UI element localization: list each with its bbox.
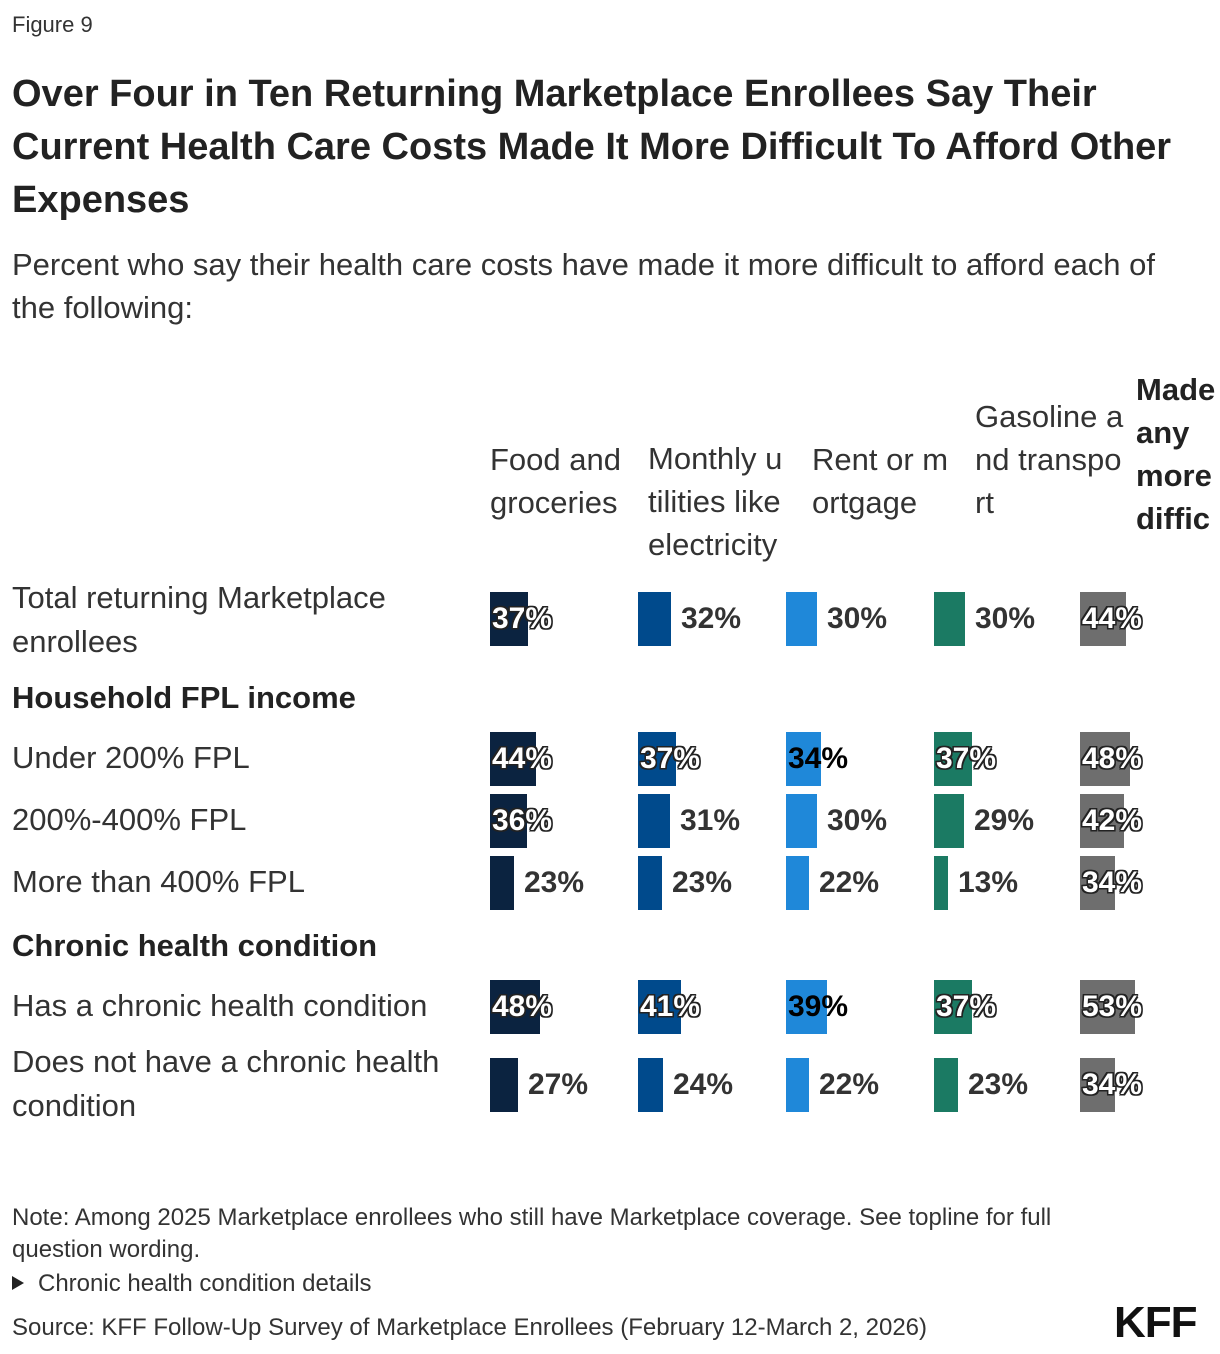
bar-value-label: 36% <box>492 804 553 837</box>
row-label: More than 400% FPL <box>12 864 305 899</box>
bar-gasoline <box>934 794 964 848</box>
row-label: Total returning Marketplace enrollees <box>12 580 386 659</box>
bar-value-label: 22% <box>819 866 880 899</box>
bar-value-label: 44% <box>1082 602 1143 635</box>
bar-any <box>1080 592 1126 646</box>
bar-value-label: 41% <box>640 990 701 1023</box>
column-header-gasoline: Gasoline and transport <box>975 399 1124 520</box>
row-label: 200%-400% FPL <box>12 802 247 837</box>
bar-any <box>1080 794 1124 848</box>
bar-rent <box>786 980 827 1034</box>
bar-value-label: 48% <box>492 990 553 1023</box>
bar-utilities <box>638 794 670 848</box>
bar-utilities <box>638 856 662 910</box>
bar-value-label: 34% <box>1082 1068 1143 1101</box>
group-label: Chronic health condition <box>12 928 378 963</box>
column-header-rent: Rent or mortgage <box>812 442 949 520</box>
bar-utilities <box>638 732 676 786</box>
bar-utilities <box>638 592 671 646</box>
bar-value-label: 30% <box>975 602 1036 635</box>
bar-value-label: 29% <box>974 804 1035 837</box>
bar-value-label: 48% <box>1082 742 1143 775</box>
bar-utilities <box>638 1058 663 1112</box>
bar-rent <box>786 794 817 848</box>
bar-food <box>490 856 514 910</box>
bar-value-label: 13% <box>958 866 1019 899</box>
bar-food <box>490 980 540 1034</box>
figure-label: Figure 9 <box>12 12 93 37</box>
bar-gasoline <box>934 592 965 646</box>
bar-any <box>1080 732 1130 786</box>
row-label: Has a chronic health condition <box>12 988 428 1023</box>
bar-utilities <box>638 980 681 1034</box>
bar-value-label: 34% <box>1082 866 1143 899</box>
bar-value-label: 44% <box>492 742 553 775</box>
bar-food <box>490 794 527 848</box>
bar-value-label: 27% <box>528 1068 589 1101</box>
bar-value-label: 23% <box>672 866 733 899</box>
column-header-utilities: Monthly utilities like electricity <box>648 441 783 562</box>
bar-rent <box>786 592 817 646</box>
bar-value-label: 37% <box>936 742 997 775</box>
row-label: Does not have a chronic health condition <box>12 1044 440 1123</box>
bar-any <box>1080 980 1135 1034</box>
bar-food <box>490 1058 518 1112</box>
kff-logo: KFF <box>1114 1298 1198 1347</box>
bar-value-label: 23% <box>524 866 585 899</box>
chart-subtitle: Percent who say their health care costs … <box>12 247 1156 325</box>
row-label: Under 200% FPL <box>12 740 250 775</box>
bar-rent <box>786 1058 809 1112</box>
column-header-any: Made any more difficult <box>1136 372 1216 536</box>
bar-value-label: 34% <box>788 742 849 775</box>
group-label: Household FPL income <box>12 680 356 715</box>
bar-value-label: 31% <box>680 804 741 837</box>
chart-source: Source: KFF Follow-Up Survey of Marketpl… <box>12 1314 928 1341</box>
bar-value-label: 30% <box>827 804 888 837</box>
bar-value-label: 24% <box>673 1068 734 1101</box>
bar-gasoline <box>934 980 972 1034</box>
bar-value-label: 42% <box>1082 804 1143 837</box>
bar-any <box>1080 856 1115 910</box>
bar-value-label: 22% <box>819 1068 880 1101</box>
chart-note: Note: Among 2025 Marketplace enrollees w… <box>12 1204 1052 1263</box>
bar-any <box>1080 1058 1115 1112</box>
column-header-food: Food and groceries <box>490 442 621 520</box>
bar-gasoline <box>934 856 948 910</box>
bar-food <box>490 592 528 646</box>
bar-value-label: 23% <box>968 1068 1029 1101</box>
bar-rent <box>786 732 821 786</box>
bar-gasoline <box>934 1058 958 1112</box>
bar-value-label: 53% <box>1082 990 1143 1023</box>
chronic-details-toggle[interactable]: Chronic health condition details <box>12 1268 372 1300</box>
bar-value-label: 37% <box>936 990 997 1023</box>
bar-food <box>490 732 536 786</box>
bar-gasoline <box>934 732 972 786</box>
bar-rent <box>786 856 809 910</box>
chart-title: Over Four in Ten Returning Marketplace E… <box>12 73 1172 221</box>
bar-value-label: 39% <box>788 990 849 1023</box>
chronic-details-label: Chronic health condition details <box>38 1270 372 1297</box>
bar-value-label: 37% <box>640 742 701 775</box>
disclosure-triangle-icon <box>12 1276 24 1290</box>
bar-value-label: 37% <box>492 602 553 635</box>
bar-value-label: 32% <box>681 602 742 635</box>
bar-value-label: 30% <box>827 602 888 635</box>
